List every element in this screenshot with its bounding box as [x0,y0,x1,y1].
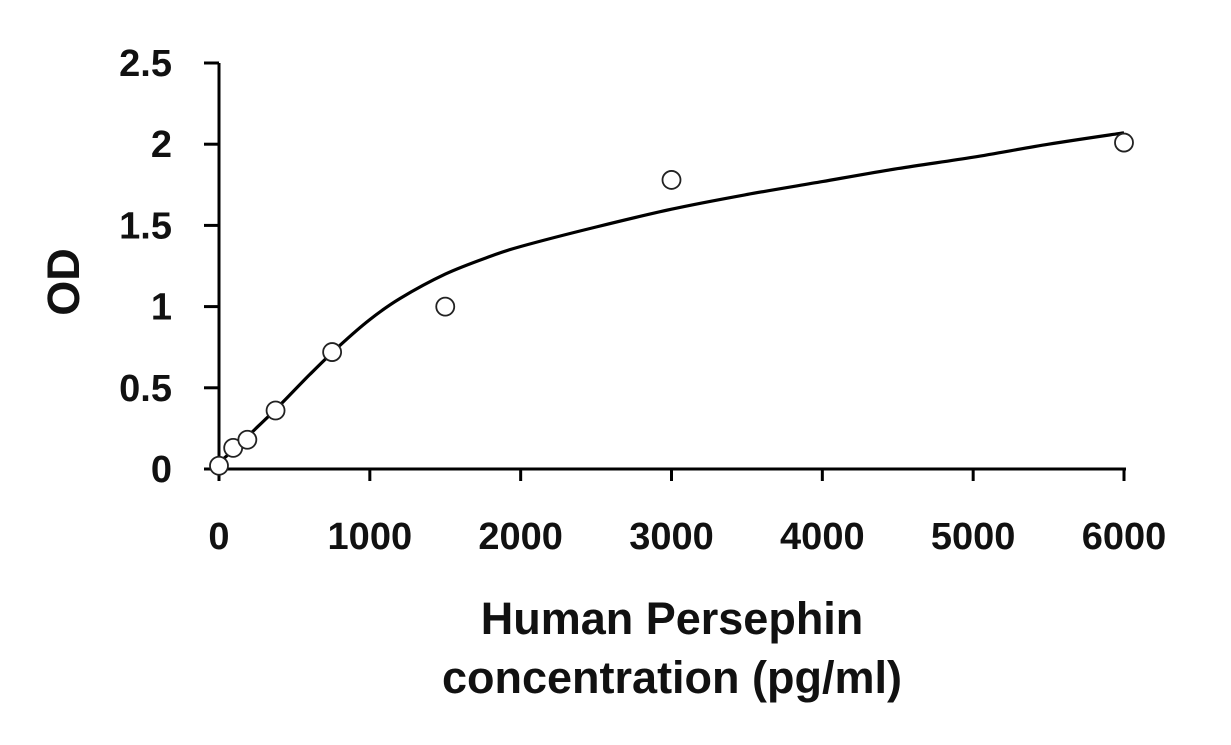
x-tick-label: 0 [208,516,229,558]
x-tick-label: 3000 [629,516,714,558]
data-point [209,455,229,476]
data-point [1114,132,1134,153]
y-tick-label: 0.5 [119,368,172,410]
x-axis-title-line-1: Human Persephin [481,593,864,644]
y-tick-label: 2 [151,124,172,166]
data-point [435,296,456,317]
y-tick-label: 0 [151,449,172,491]
axes [217,63,1126,471]
y-tick-label: 1 [151,287,172,329]
x-tick-label: 6000 [1082,516,1167,558]
data-point [237,429,258,450]
x-axis-title-line-2: concentration (pg/ml) [442,652,902,703]
y-tick-label: 1.5 [119,205,172,247]
data-points-layer [209,132,1134,476]
data-point [265,400,286,421]
data-point [322,342,343,362]
data-point [661,170,682,190]
y-axis-title: OD [38,248,89,316]
x-tick-label: 4000 [780,516,865,558]
x-tick-label: 2000 [478,516,563,558]
x-tick-label: 5000 [931,516,1016,558]
x-tick-label: 1000 [328,516,413,558]
y-tick-label: 2.5 [119,43,172,85]
axis-titles: OD Human Persephin concentration (pg/ml) [38,248,902,703]
ticks: 0 1000 2000 3000 4000 5000 6000 0 0.5 1 1.5 2 2.5 [119,43,1166,558]
